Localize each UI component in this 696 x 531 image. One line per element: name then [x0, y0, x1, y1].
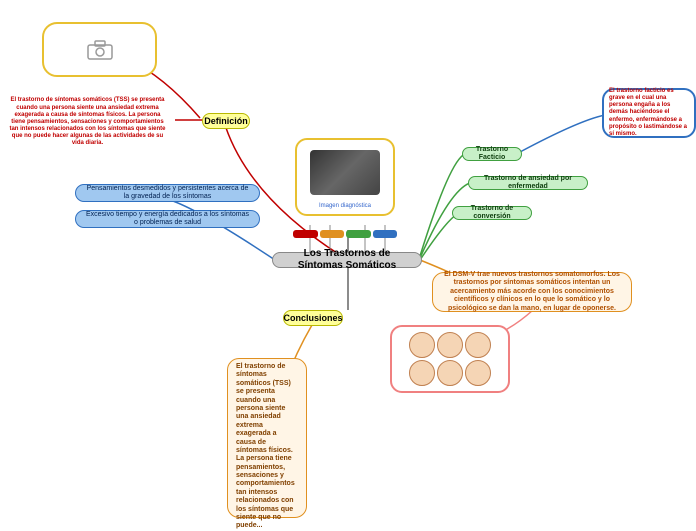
green-box-facticio[interactable]: Trastorno Facticio [462, 147, 522, 161]
blue-thought-box-2: Excesivo tiempo y energía dedicados a lo… [75, 210, 260, 228]
image-caption: Imagen diagnóstica [319, 203, 371, 210]
brain-image [310, 150, 380, 195]
people-icons-box [390, 325, 510, 393]
facticio-description: El trastorno facticio es grave en el cua… [602, 88, 696, 138]
conclusion-text-box: El trastorno de síntomas somáticos (TSS)… [227, 358, 307, 518]
people-icons [400, 328, 500, 390]
camera-box [42, 22, 157, 77]
definicion-node[interactable]: Definición [202, 113, 250, 129]
dsm-description-box: El DSM-V trae nuevos trastornos somatomo… [432, 272, 632, 312]
green-box-ansiedad[interactable]: Trastorno de ansiedad por enfermedad [468, 176, 588, 190]
conclusiones-node[interactable]: Conclusiones [283, 310, 343, 326]
brain-image-box: Imagen diagnóstica [295, 138, 395, 216]
main-title: Los Trastornos de Síntomas Somáticos [272, 252, 422, 268]
color-bars [293, 220, 397, 250]
blue-thought-box-1: Pensamientos desmedidos y persistentes a… [75, 184, 260, 202]
definition-text-box: El trastorno de síntomas somáticos (TSS)… [0, 95, 175, 150]
green-box-conversion[interactable]: Trastorno de conversión [452, 206, 532, 220]
camera-icon [86, 39, 114, 61]
